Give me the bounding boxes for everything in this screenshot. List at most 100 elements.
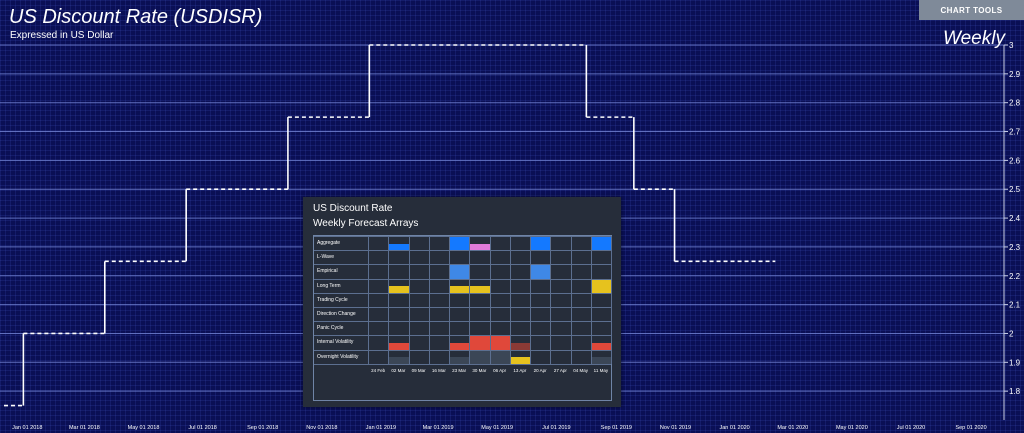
forecast-cell	[469, 243, 490, 251]
forecast-col-divider	[489, 236, 491, 364]
forecast-col-label: 16 Mar	[431, 367, 446, 373]
forecast-cell	[509, 357, 530, 364]
panel-title: US Discount Rate	[313, 203, 393, 214]
y-tick-label: 2.6	[1009, 156, 1021, 165]
forecast-cell	[449, 236, 470, 251]
forecast-cell	[590, 236, 611, 251]
forecast-cell	[388, 286, 409, 293]
forecast-row-divider	[314, 307, 611, 308]
frequency-label: Weekly	[943, 28, 1005, 49]
y-tick-label: 1.8	[1009, 387, 1021, 396]
y-tick-label: 2.1	[1009, 301, 1021, 310]
forecast-cell	[449, 342, 470, 350]
chart-subtitle: Expressed in US Dollar	[10, 30, 114, 41]
forecast-col-divider	[469, 236, 471, 364]
x-tick-label: Jul 01 2019	[542, 425, 570, 431]
forecast-col-label: 04 May	[573, 367, 589, 373]
x-tick-label: Nov 01 2019	[660, 425, 691, 431]
forecast-row-label: L-Wave	[317, 254, 335, 261]
forecast-row-label: Internal Volatility	[317, 339, 354, 346]
forecast-row-label: Empirical	[317, 268, 338, 275]
forecast-cell	[469, 335, 490, 350]
forecast-col-divider	[408, 236, 410, 364]
forecast-col-label: 11 May	[593, 367, 609, 373]
forecast-cell	[388, 342, 409, 350]
forecast-cell	[469, 286, 490, 293]
forecast-row-divider	[314, 335, 611, 337]
y-tick-label: 2	[1009, 329, 1014, 338]
x-tick-label: Sep 01 2019	[601, 425, 632, 431]
y-tick-label: 2.7	[1009, 128, 1021, 137]
forecast-cell	[590, 342, 611, 350]
forecast-cell	[449, 264, 470, 279]
y-tick-label: 2.2	[1009, 272, 1021, 281]
forecast-row-label: Direction Change	[317, 311, 356, 317]
x-tick-label: Sep 01 2018	[247, 425, 278, 431]
y-axis-ticks: 1.8 1.9 2 2.1 2.2 2.3 2.4 2.5 2.6 2.7 2.8 2.9 3	[1004, 41, 1021, 396]
x-tick-label: Jul 01 2020	[897, 425, 925, 431]
x-tick-label: Sep 01 2020	[955, 425, 986, 431]
forecast-col-label: 30 Mar	[472, 367, 487, 373]
chart-tools-button[interactable]: CHART TOOLS	[919, 0, 1024, 20]
y-tick-label: 2.4	[1009, 214, 1021, 223]
forecast-cell	[530, 236, 551, 251]
y-tick-label: 2.5	[1009, 185, 1021, 194]
forecast-row-divider	[314, 363, 611, 365]
forecast-cell	[530, 264, 551, 279]
rate-series	[4, 44, 776, 407]
forecast-row-divider	[314, 250, 611, 252]
x-tick-label: Mar 01 2019	[423, 425, 454, 431]
forecast-cell	[469, 349, 490, 364]
forecast-col-divider	[388, 236, 390, 364]
x-tick-label: Jan 01 2020	[719, 425, 749, 431]
forecast-col-divider	[530, 236, 531, 364]
x-axis-ticks: Jan 01 2018 Mar 01 2018 May 01 2018 Jul 01 …	[12, 425, 987, 431]
forecast-col-label: 24 Feb	[371, 367, 386, 373]
forecast-col-label: 06 Apr	[493, 367, 507, 373]
x-tick-label: Mar 01 2018	[69, 425, 100, 431]
x-tick-label: Nov 01 2018	[306, 425, 337, 431]
forecast-row-label: Panic Cycle	[317, 325, 344, 332]
x-tick-label: Jul 01 2018	[188, 425, 216, 431]
forecast-arrays-panel: US Discount Rate Weekly Forecast Arrays …	[303, 197, 621, 407]
forecast-cell	[590, 278, 611, 293]
forecast-col-label: 13 Apr	[513, 367, 527, 373]
forecast-col-divider	[368, 236, 369, 364]
forecast-cell	[489, 349, 510, 364]
x-tick-label: Jan 01 2019	[366, 425, 396, 431]
forecast-col-label: 20 Apr	[533, 367, 547, 373]
y-tick-label: 2.3	[1009, 243, 1021, 252]
x-tick-label: Mar 01 2020	[777, 425, 808, 431]
y-tick-label: 2.9	[1009, 70, 1021, 79]
forecast-col-label: 02 Mar	[391, 367, 406, 373]
forecast-row-divider	[314, 236, 611, 237]
forecast-cell	[449, 286, 470, 293]
y-tick-label: 2.8	[1009, 99, 1021, 108]
forecast-row-label: Overnight Volatility	[317, 353, 359, 360]
forecast-cell	[509, 342, 530, 350]
forecast-row-label: Trading Cycle	[317, 296, 348, 303]
forecast-col-label: 09 Mar	[411, 367, 426, 373]
x-tick-label: May 01 2020	[836, 425, 868, 431]
y-tick-label: 3	[1009, 41, 1014, 50]
forecast-col-label: 27 Apr	[553, 367, 567, 373]
y-tick-label: 1.9	[1009, 358, 1021, 367]
panel-subtitle: Weekly Forecast Arrays	[313, 218, 419, 229]
forecast-col-divider	[449, 236, 450, 364]
forecast-col-label: 23 Mar	[452, 367, 467, 373]
forecast-col-divider	[428, 236, 430, 364]
forecast-row-divider	[314, 321, 611, 323]
forecast-cell	[388, 243, 409, 251]
forecast-col-divider	[509, 236, 511, 364]
forecast-row-divider	[314, 292, 611, 294]
chart-title: US Discount Rate (USDISR)	[9, 6, 263, 28]
forecast-row-label: Aggregate	[317, 240, 341, 246]
forecast-col-divider	[590, 236, 592, 364]
forecast-col-divider	[570, 236, 572, 364]
x-tick-label: Jan 01 2018	[12, 425, 42, 431]
forecast-cell	[489, 335, 510, 350]
forecast-row-divider	[314, 349, 611, 351]
forecast-col-divider	[550, 236, 552, 364]
forecast-col-divider	[611, 236, 612, 364]
